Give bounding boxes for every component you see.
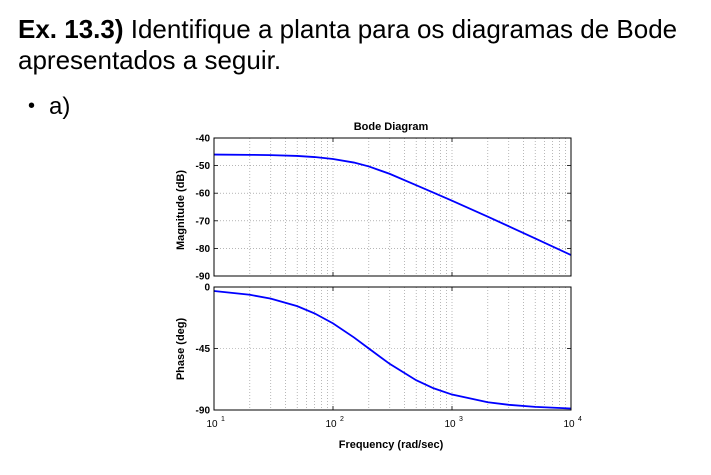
chart-title: Bode Diagram [354,121,429,133]
bullet-label: a) [49,93,71,120]
magnitude-y-tick-label: -40 [196,134,211,145]
magnitude-panel: -40 -50 -60 -70 -80 -90 [196,134,572,283]
x-tick-exponent: 4 [578,416,582,423]
bullet-item: • a) [28,92,70,121]
magnitude-axis-label: Magnitude (dB) [175,170,187,250]
phase-series-line [213,290,572,410]
x-tick-label: 10 [206,419,218,430]
x-tick-label: 10 [563,419,575,430]
phase-axis-label: Phase (deg) [175,317,187,380]
magnitude-y-tick-label: -70 [196,216,211,227]
x-tick-label: 10 [325,419,337,430]
exercise-instruction: Identifique a planta para os diagramas d… [18,14,678,75]
exercise-heading: Ex. 13.3) Identifique a planta para os d… [18,14,698,76]
magnitude-y-tick-label: -50 [196,161,211,172]
magnitude-series-line [213,153,572,256]
magnitude-y-tick-label: -80 [196,244,211,255]
magnitude-y-tick-label: -60 [196,189,211,200]
phase-y-tick-label: -45 [196,344,211,355]
x-tick-exponent: 1 [221,416,225,423]
exercise-number: Ex. 13.3) [18,14,124,44]
bullet-icon: • [28,95,36,117]
x-tick-exponent: 3 [459,416,463,423]
x-axis-label: Frequency (rad/sec) [339,439,444,451]
magnitude-y-tick-label: -90 [196,272,211,283]
phase-panel: 0 -45 -90 [196,283,572,417]
magnitude-plot-area [214,138,571,276]
x-tick-exponent: 2 [340,416,344,423]
magnitude-frame [213,137,572,277]
x-tick-label: 10 [444,419,456,430]
phase-y-tick-label: 0 [204,283,210,294]
phase-y-tick-label: -90 [196,406,211,417]
phase-frame [213,286,572,411]
